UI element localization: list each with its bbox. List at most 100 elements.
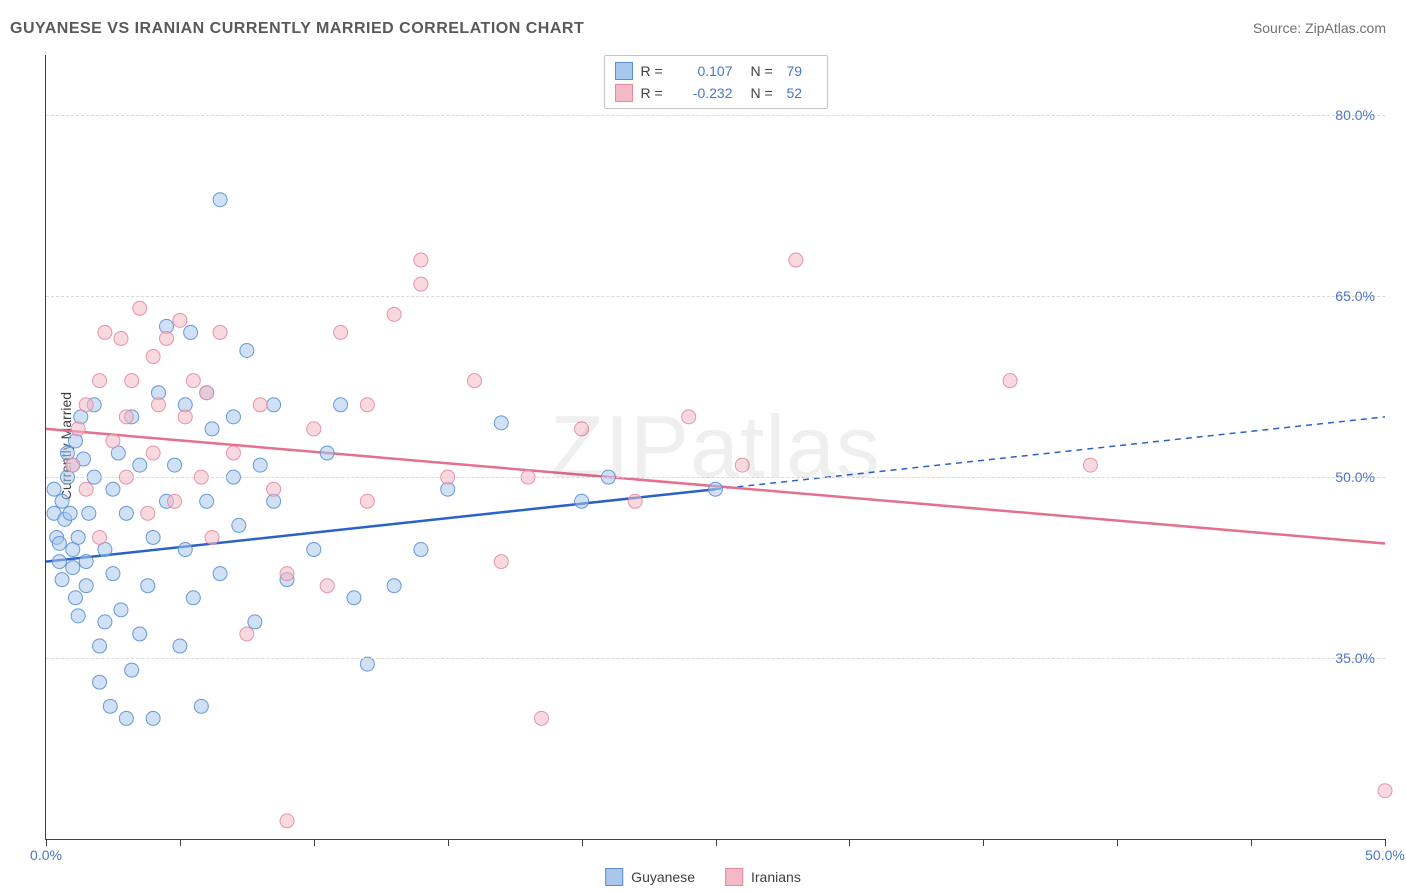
scatter-point [173, 639, 187, 653]
scatter-point [71, 422, 85, 436]
scatter-point [79, 398, 93, 412]
scatter-point [307, 422, 321, 436]
scatter-point [106, 482, 120, 496]
source-name: ZipAtlas.com [1305, 20, 1386, 36]
scatter-point [125, 663, 139, 677]
scatter-point [178, 543, 192, 557]
scatter-point [133, 301, 147, 315]
scatter-point [213, 193, 227, 207]
scatter-point [151, 398, 165, 412]
legend-label-guyanese: Guyanese [631, 869, 695, 885]
x-tick [1385, 839, 1386, 846]
scatter-point [682, 410, 696, 424]
scatter-point [1083, 458, 1097, 472]
scatter-point [168, 494, 182, 508]
legend-row-guyanese: R = 0.107 N = 79 [615, 60, 817, 82]
scatter-point [71, 609, 85, 623]
scatter-point [267, 398, 281, 412]
scatter-point [119, 410, 133, 424]
scatter-point [82, 506, 96, 520]
swatch-guyanese [605, 868, 623, 886]
source-prefix: Source: [1253, 20, 1301, 36]
scatter-point [253, 458, 267, 472]
scatter-point [226, 446, 240, 460]
scatter-point [307, 543, 321, 557]
scatter-point [52, 536, 66, 550]
scatter-point [200, 494, 214, 508]
scatter-point [213, 567, 227, 581]
scatter-point [709, 482, 723, 496]
scatter-point [79, 579, 93, 593]
scatter-point [232, 518, 246, 532]
scatter-point [63, 506, 77, 520]
scatter-point [106, 434, 120, 448]
scatter-point [194, 699, 208, 713]
scatter-point [226, 410, 240, 424]
scatter-point [280, 567, 294, 581]
grid-line [46, 115, 1385, 116]
scatter-point [133, 458, 147, 472]
x-tick [1117, 839, 1118, 846]
correlation-legend: R = 0.107 N = 79 R = -0.232 N = 52 [604, 55, 828, 109]
grid-line [46, 477, 1385, 478]
scatter-point [146, 711, 160, 725]
y-tick-label: 65.0% [1335, 288, 1375, 304]
scatter-point [205, 422, 219, 436]
scatter-point [467, 374, 481, 388]
scatter-point [360, 657, 374, 671]
x-tick [46, 839, 47, 846]
x-tick [1251, 839, 1252, 846]
scatter-point [98, 615, 112, 629]
scatter-point [240, 344, 254, 358]
scatter-point [280, 814, 294, 828]
scatter-point [186, 591, 200, 605]
x-tick-label: 50.0% [1365, 847, 1405, 863]
chart-title: GUYANESE VS IRANIAN CURRENTLY MARRIED CO… [10, 20, 584, 38]
scatter-point [213, 325, 227, 339]
scatter-point [125, 374, 139, 388]
scatter-point [55, 573, 69, 587]
scatter-point [141, 506, 155, 520]
x-tick [849, 839, 850, 846]
scatter-point [79, 482, 93, 496]
scatter-point [253, 398, 267, 412]
x-tick [582, 839, 583, 846]
scatter-point [93, 374, 107, 388]
scatter-point [52, 555, 66, 569]
scatter-point [320, 446, 334, 460]
scatter-point [146, 350, 160, 364]
scatter-point [119, 506, 133, 520]
scatter-point [146, 530, 160, 544]
scatter-point [141, 579, 155, 593]
scatter-point [735, 458, 749, 472]
scatter-point [360, 494, 374, 508]
scatter-point [387, 307, 401, 321]
y-tick-label: 80.0% [1335, 107, 1375, 123]
scatter-point [93, 639, 107, 653]
scatter-point [789, 253, 803, 267]
scatter-point [98, 325, 112, 339]
scatter-point [414, 253, 428, 267]
scatter-point [106, 567, 120, 581]
legend-item-iranians: Iranians [725, 868, 801, 886]
legend-label-iranians: Iranians [751, 869, 801, 885]
scatter-point [628, 494, 642, 508]
scatter-point [1378, 784, 1392, 798]
scatter-point [47, 482, 61, 496]
scatter-point [240, 627, 254, 641]
series-legend: Guyanese Iranians [605, 868, 801, 886]
swatch-guyanese [615, 62, 633, 80]
scatter-point [267, 482, 281, 496]
scatter-point [79, 555, 93, 569]
scatter-point [178, 410, 192, 424]
legend-row-iranians: R = -0.232 N = 52 [615, 82, 817, 104]
x-tick [983, 839, 984, 846]
scatter-point [103, 699, 117, 713]
scatter-point [146, 446, 160, 460]
scatter-point [414, 543, 428, 557]
scatter-point [173, 313, 187, 327]
y-tick-label: 35.0% [1335, 650, 1375, 666]
scatter-point [133, 627, 147, 641]
scatter-point [414, 277, 428, 291]
x-tick [716, 839, 717, 846]
